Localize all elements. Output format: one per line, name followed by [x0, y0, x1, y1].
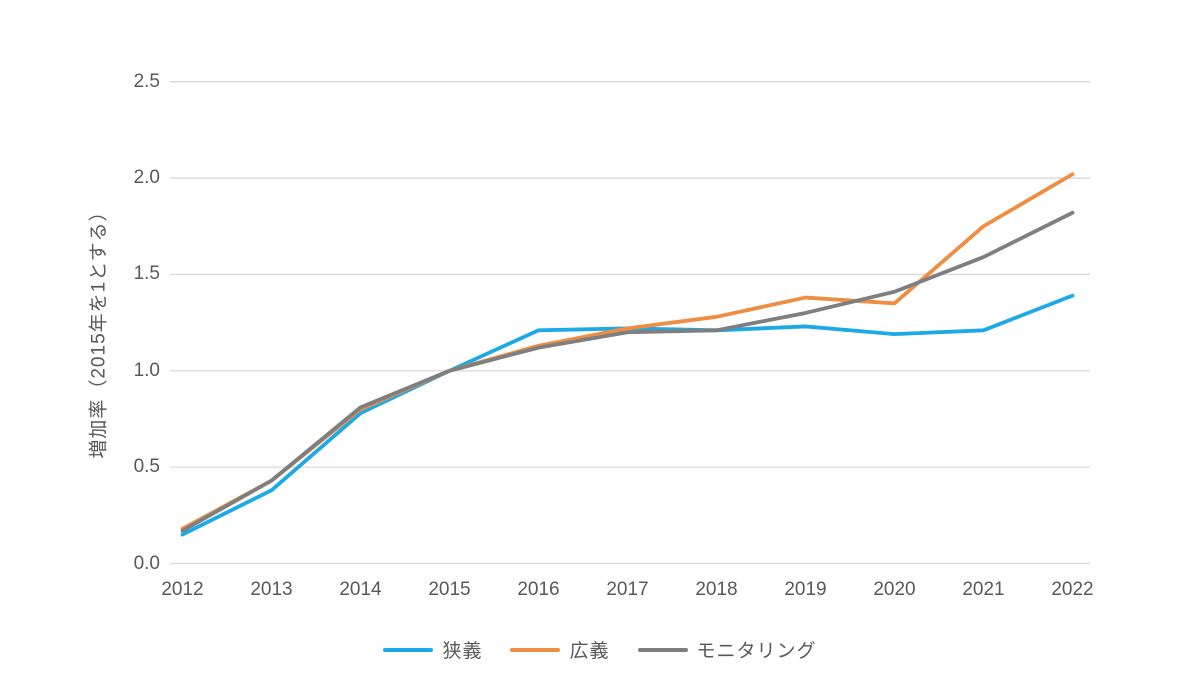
y-tick-label: 0.5 [133, 456, 160, 478]
x-tick-label: 2022 [1051, 579, 1094, 600]
legend-line-swatch-broad [510, 647, 561, 652]
legend-line-swatch-narrow [383, 647, 434, 652]
legend-item-broad: 広義 [510, 636, 609, 663]
x-tick-label: 2012 [161, 579, 204, 600]
legend: 狭義 広義 モニタリング [0, 636, 1200, 663]
y-tick-label: 1.5 [133, 263, 160, 285]
x-tick-label: 2017 [606, 579, 649, 600]
x-tick-label: 2015 [428, 579, 471, 600]
y-tick-label: 2.0 [133, 167, 160, 189]
series-line-broad [180, 172, 1075, 531]
y-tick-label: 0.0 [133, 552, 160, 574]
x-tick-label: 2020 [873, 579, 916, 600]
series-line-monitoring [180, 210, 1075, 533]
x-tick-label: 2019 [784, 579, 827, 600]
x-tick-label: 2018 [695, 579, 738, 600]
x-tick-label: 2016 [517, 579, 560, 600]
legend-item-monitoring: モニタリング [637, 636, 817, 663]
legend-item-narrow: 狭義 [383, 636, 482, 663]
x-tick-label: 2021 [962, 579, 1005, 600]
legend-label-monitoring: モニタリング [696, 641, 817, 662]
y-tick-label: 1.0 [133, 359, 160, 381]
legend-label-narrow: 狭義 [442, 641, 483, 662]
legend-line-swatch-monitoring [637, 647, 688, 652]
y-tick-label: 2.5 [133, 70, 160, 92]
x-tick-label: 2013 [250, 579, 293, 600]
y-axis-title: 増加率（2015年を1とする） [88, 201, 110, 459]
x-tick-label: 2014 [339, 579, 382, 600]
legend-label-broad: 広義 [569, 641, 610, 662]
